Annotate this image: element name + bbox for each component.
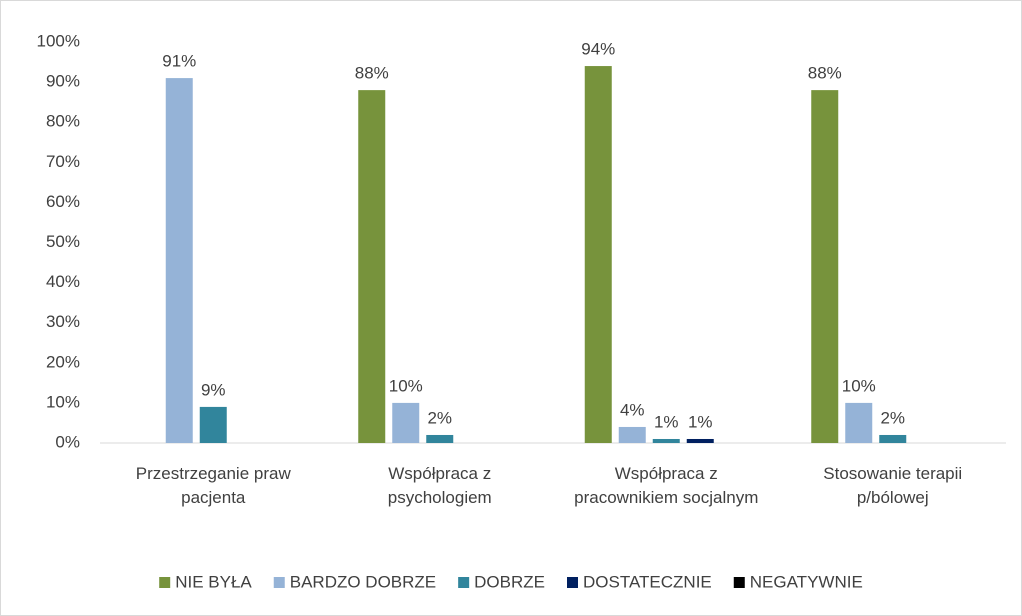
legend-label: DOBRZE [474,572,545,591]
data-label: 1% [688,412,713,431]
bar [618,426,646,443]
bar [652,438,680,443]
y-tick-label: 10% [46,392,80,411]
y-tick-label: 100% [37,31,80,50]
data-label: 91% [162,52,196,71]
bar [358,90,386,444]
data-label: 2% [427,408,452,427]
legend-swatch [733,577,745,588]
x-tick-label: Stosowanie terapii p/bólowej [823,464,963,507]
y-tick-label: 80% [46,112,80,131]
legend-label: NEGATYWNIE [750,572,863,591]
y-tick-label: 0% [55,432,80,451]
x-tick-label: Współpraca z psychologiem [387,464,492,507]
legend-swatch [159,577,171,588]
bar [392,402,420,443]
data-label: 10% [842,376,876,395]
data-label: 2% [880,408,905,427]
legend-label: NIE BYŁA [175,572,252,591]
bar [199,406,227,443]
bar [811,90,839,444]
data-label: 94% [581,40,615,59]
y-tick-label: 20% [46,352,80,371]
legend-label: DOSTATECZNIE [583,572,712,591]
legend-swatch [458,577,470,588]
legend-swatch [567,577,578,588]
bar [584,66,612,443]
bar [426,434,454,443]
legend-swatch [273,577,285,588]
y-tick-label: 70% [46,152,80,171]
y-tick-label: 60% [46,192,80,211]
bar [879,434,907,443]
x-tick-label: Przestrzeganie praw pacjenta [135,464,291,507]
data-label: 88% [355,64,389,83]
bar [845,402,873,443]
y-tick-label: 50% [46,232,80,251]
data-label: 9% [201,380,226,399]
data-label: 10% [389,376,423,395]
data-label: 4% [620,400,645,419]
bar [686,438,714,443]
y-tick-label: 40% [46,272,80,291]
y-tick-label: 90% [46,72,80,91]
legend-label: BARDZO DOBRZE [290,572,436,591]
data-label: 1% [654,412,679,431]
bar [165,78,193,443]
y-tick-label: 30% [46,312,80,331]
data-label: 88% [808,64,842,83]
x-tick-label: Współpraca z pracownikiem socjalnym [574,464,759,507]
